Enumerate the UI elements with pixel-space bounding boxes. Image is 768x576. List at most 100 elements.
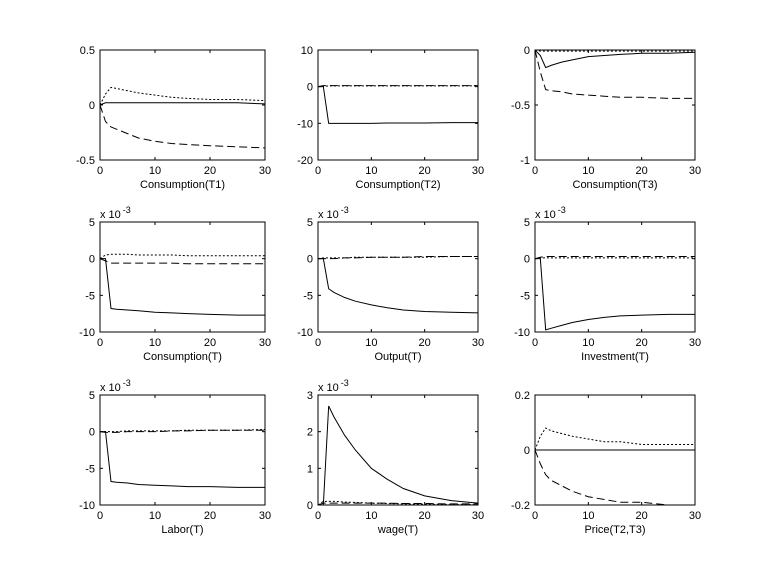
y-tick-label: 0	[524, 254, 530, 266]
y-tick-label: -0.5	[511, 100, 530, 112]
x-tick-label: 30	[689, 337, 701, 349]
x-tick-label: 0	[532, 337, 538, 349]
x-axis-label: Price(T2,T3)	[584, 524, 645, 536]
y-tick-label: -5	[303, 290, 313, 302]
y-tick-label: 3	[307, 390, 313, 402]
x-tick-label: 0	[315, 510, 321, 522]
axes-box	[99, 394, 266, 506]
x-axis-label: Consumption(T1)	[140, 179, 225, 191]
scale-power: -3	[123, 205, 131, 215]
scale-base: x 10	[100, 209, 121, 221]
series-line	[318, 405, 479, 506]
series-line	[534, 49, 695, 99]
series-line	[99, 86, 266, 106]
x-axis-label: Output(T)	[374, 351, 421, 363]
x-tick-label: 30	[689, 165, 701, 177]
x-tick-label: 10	[582, 510, 594, 522]
x-tick-label: 0	[315, 165, 321, 177]
scale-label: x 10 -3	[535, 205, 566, 221]
y-tick-label: 0	[89, 100, 95, 112]
x-tick-label: 20	[636, 337, 648, 349]
y-tick-label: 5	[307, 217, 313, 229]
series-line	[317, 255, 478, 260]
scale-label: x 10 -3	[100, 205, 131, 221]
y-tick-label: -5	[520, 290, 530, 302]
x-tick-label: 10	[149, 337, 161, 349]
axes-box	[317, 221, 479, 333]
x-tick-label: 0	[97, 165, 103, 177]
x-tick-label: 20	[204, 510, 216, 522]
series-line	[100, 258, 265, 316]
y-tick-label: -0.2	[511, 500, 530, 512]
x-tick-label: 0	[97, 337, 103, 349]
x-axis-label: Consumption(T)	[143, 351, 222, 363]
x-tick-label: 0	[315, 337, 321, 349]
y-tick-label: 5	[89, 217, 95, 229]
series-line	[99, 102, 266, 106]
y-tick-label: -20	[297, 155, 313, 167]
y-tick-label: -10	[79, 327, 95, 339]
x-tick-label: 30	[259, 337, 271, 349]
series-line	[100, 431, 265, 488]
x-tick-label: 10	[365, 337, 377, 349]
x-tick-label: 30	[689, 510, 701, 522]
scale-base: x 10	[100, 382, 121, 394]
y-tick-label: 5	[89, 390, 95, 402]
series-line	[99, 258, 265, 265]
y-tick-label: 0	[307, 500, 313, 512]
scale-base: x 10	[535, 209, 556, 221]
y-tick-label: 2	[307, 427, 313, 439]
y-tick-label: -5	[85, 463, 95, 475]
x-tick-label: 10	[149, 510, 161, 522]
scale-base: x 10	[318, 209, 339, 221]
x-axis-label: Investment(T)	[581, 351, 649, 363]
axes-box	[317, 394, 479, 506]
x-tick-label: 30	[472, 337, 484, 349]
y-tick-label: -10	[514, 327, 530, 339]
x-axis-label: wage(T)	[377, 524, 418, 536]
x-tick-label: 20	[419, 510, 431, 522]
x-tick-label: 10	[582, 337, 594, 349]
x-tick-label: 0	[97, 510, 103, 522]
y-tick-label: 0	[524, 45, 530, 57]
x-tick-label: 20	[636, 165, 648, 177]
y-tick-label: -0.5	[76, 155, 95, 167]
series-line	[318, 255, 478, 260]
y-tick-label: 0	[89, 427, 95, 439]
x-tick-label: 10	[365, 165, 377, 177]
scale-power: -3	[123, 378, 131, 388]
scale-label: x 10 -3	[100, 378, 131, 394]
y-tick-label: -5	[85, 290, 95, 302]
y-tick-label: -10	[297, 118, 313, 130]
series-line	[535, 258, 695, 331]
x-axis-label: Consumption(T2)	[356, 179, 441, 191]
axes-box	[534, 49, 696, 161]
x-tick-label: 10	[365, 510, 377, 522]
x-tick-label: 20	[419, 337, 431, 349]
x-tick-label: 30	[259, 165, 271, 177]
y-tick-label: -10	[297, 327, 313, 339]
x-tick-label: 30	[259, 510, 271, 522]
series-line	[317, 85, 478, 88]
series-line	[534, 427, 695, 451]
series-line	[317, 502, 478, 506]
x-axis-label: Labor(T)	[161, 524, 203, 536]
x-tick-label: 20	[204, 165, 216, 177]
scale-label: x 10 -3	[318, 205, 349, 221]
scale-label: x 10 -3	[318, 378, 349, 394]
series-line	[99, 104, 266, 149]
y-tick-label: -10	[79, 500, 95, 512]
x-tick-label: 0	[532, 165, 538, 177]
scale-base: x 10	[318, 382, 339, 394]
series-line	[318, 258, 479, 314]
series-line	[317, 85, 478, 88]
y-tick-label: 0.5	[80, 45, 95, 57]
x-tick-label: 20	[204, 337, 216, 349]
y-tick-label: 5	[524, 217, 530, 229]
y-tick-label: 0.2	[515, 390, 530, 402]
x-tick-label: 20	[636, 510, 648, 522]
x-tick-label: 0	[532, 510, 538, 522]
x-tick-label: 20	[419, 165, 431, 177]
